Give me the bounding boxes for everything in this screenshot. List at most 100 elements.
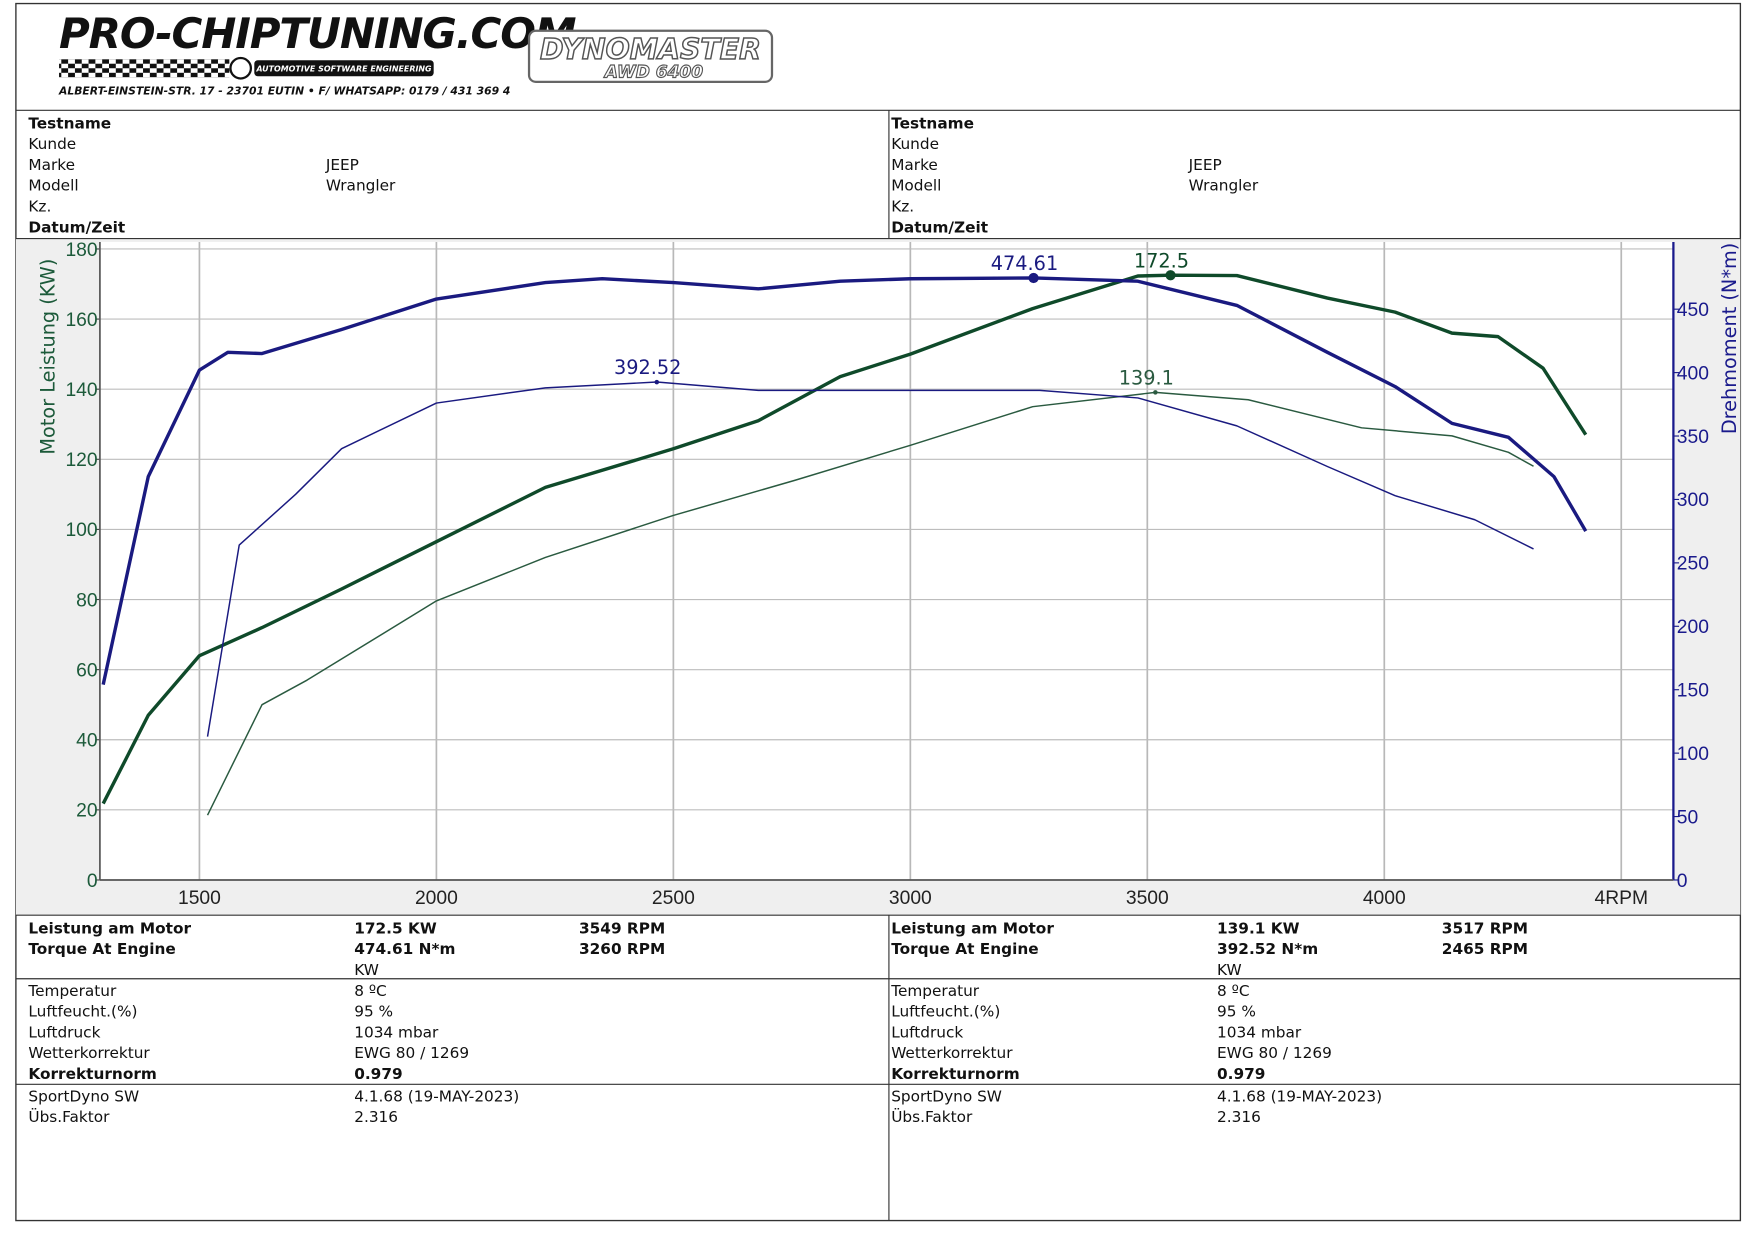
- y-tick-label: 40: [76, 731, 97, 752]
- y-tick-label: 0: [87, 871, 98, 892]
- x-tick-label: 3500: [1126, 888, 1169, 909]
- info-value: Wrangler: [1189, 177, 1259, 195]
- dyno-logo: DYNOMASTER: [540, 33, 761, 66]
- y-tick-label: 60: [76, 660, 97, 681]
- result-label: Leistung am Motor: [891, 919, 1054, 937]
- peak-label: 474.61: [991, 252, 1058, 275]
- info-label: Testname: [28, 114, 111, 132]
- y-axis-title: Motor Leistung (KW): [36, 259, 59, 455]
- condition-value: 0.979: [354, 1065, 402, 1083]
- result-rpm: 2465 RPM: [1442, 940, 1528, 958]
- result-rpm: 3260 RPM: [579, 940, 665, 958]
- y2-tick-label: 400: [1677, 363, 1709, 384]
- x-tick-label: 3000: [889, 888, 932, 909]
- logo: PRO-CHIPTUNING.COM: [59, 9, 576, 58]
- peak-marker: [654, 379, 660, 385]
- software-label: SportDyno SW: [891, 1087, 1002, 1105]
- condition-value: 95 %: [354, 1003, 393, 1021]
- condition-label: Luftdruck: [891, 1023, 963, 1041]
- condition-value: 95 %: [1217, 1003, 1256, 1021]
- condition-label: Wetterkorrektur: [891, 1044, 1013, 1062]
- software-value: 4.1.68 (19-MAY-2023): [354, 1087, 519, 1105]
- result-rpm: 3549 RPM: [579, 919, 665, 937]
- info-label: Modell: [891, 177, 941, 195]
- condition-label: Luftfeucht.(%): [891, 1003, 1000, 1021]
- result-rpm: 3517 RPM: [1442, 919, 1528, 937]
- x-tick-label: 4000: [1363, 888, 1406, 909]
- y-tick-label: 80: [76, 590, 97, 611]
- info-label: Datum/Zeit: [891, 218, 988, 236]
- condition-value: 1034 mbar: [1217, 1023, 1302, 1041]
- result-unit: KW: [354, 961, 379, 979]
- plot-area: [99, 241, 1674, 880]
- condition-label: Korrekturnorm: [28, 1065, 156, 1083]
- condition-label: Luftdruck: [28, 1023, 100, 1041]
- x-tick-label: 2500: [652, 888, 695, 909]
- info-value: JEEP: [1188, 156, 1222, 174]
- y-tick-label: 120: [65, 450, 97, 471]
- condition-label: Temperatur: [890, 982, 980, 1000]
- document-text: Testname Kunde Marke JEEP Modell Wrangler Kz. D…: [27, 114, 1528, 1126]
- condition-value: 1034 mbar: [354, 1023, 439, 1041]
- software-value: 2.316: [354, 1108, 398, 1126]
- series-line: [101, 273, 1588, 805]
- result-label: Torque At Engine: [28, 940, 175, 958]
- series-line: [206, 391, 1534, 816]
- x-tick-label: 4RPM: [1594, 888, 1648, 909]
- dyno-model: AWD 6400: [603, 62, 704, 82]
- dyno-logo-box: [527, 29, 774, 84]
- software-label: SportDyno SW: [28, 1087, 139, 1105]
- peak-marker: [1165, 270, 1176, 281]
- y-tick-label: 180: [65, 240, 97, 261]
- y-tick-label: 140: [65, 380, 97, 401]
- y2-tick-label: 0: [1677, 871, 1688, 892]
- condition-label: Temperatur: [27, 982, 117, 1000]
- tagline-bg: [254, 60, 434, 77]
- y-tick-label: 100: [65, 520, 97, 541]
- x-tick-label: 2000: [415, 888, 458, 909]
- checkered-flag: [59, 59, 230, 78]
- y2-axis-title: Drehmoment (N*m): [1718, 243, 1741, 434]
- condition-value: EWG 80 / 1269: [1217, 1044, 1332, 1062]
- result-value: 139.1 KW: [1217, 919, 1300, 937]
- result-value: 474.61 N*m: [354, 940, 455, 958]
- info-label: Kz.: [28, 198, 51, 216]
- info-label: Testname: [891, 114, 974, 132]
- info-label: Kunde: [28, 135, 76, 153]
- software-label: Übs.Faktor: [891, 1107, 973, 1126]
- software-label: Übs.Faktor: [28, 1107, 110, 1126]
- info-label: Kz.: [891, 198, 914, 216]
- x-tick-label: 1500: [178, 888, 221, 909]
- result-unit: KW: [1217, 961, 1242, 979]
- condition-label: Korrekturnorm: [891, 1065, 1020, 1083]
- y-tick-label: 20: [76, 801, 97, 822]
- peak-label: 139.1: [1119, 366, 1174, 389]
- result-value: 392.52 N*m: [1217, 940, 1318, 958]
- logo-icon: [229, 56, 253, 80]
- info-label: Modell: [28, 177, 78, 195]
- info-label: Datum/Zeit: [28, 218, 125, 236]
- series-line: [206, 381, 1534, 737]
- condition-value: 0.979: [1217, 1065, 1265, 1083]
- y-tick-label: 160: [65, 310, 97, 331]
- info-label: Kunde: [891, 135, 939, 153]
- y2-tick-label: 250: [1677, 554, 1709, 575]
- tagline: AUTOMOTIVE SOFTWARE ENGINEERING: [255, 65, 432, 74]
- condition-value: EWG 80 / 1269: [354, 1044, 469, 1062]
- condition-value: 8 ºC: [354, 982, 387, 1000]
- y2-tick-label: 50: [1677, 807, 1698, 828]
- y2-tick-label: 100: [1677, 744, 1709, 765]
- series-line: [101, 276, 1588, 685]
- y2-tick-label: 450: [1677, 300, 1709, 321]
- y2-tick-label: 200: [1677, 617, 1709, 638]
- info-value: Wrangler: [326, 177, 396, 195]
- info-value: JEEP: [325, 156, 359, 174]
- result-label: Torque At Engine: [891, 940, 1038, 958]
- info-label: Marke: [28, 156, 75, 174]
- plot: 1500 2000 2500 3000 3500 4000 4RPM020406080100…: [36, 240, 1740, 909]
- condition-value: 8 ºC: [1217, 982, 1250, 1000]
- peak-marker: [1153, 390, 1158, 395]
- y2-tick-label: 300: [1677, 490, 1709, 511]
